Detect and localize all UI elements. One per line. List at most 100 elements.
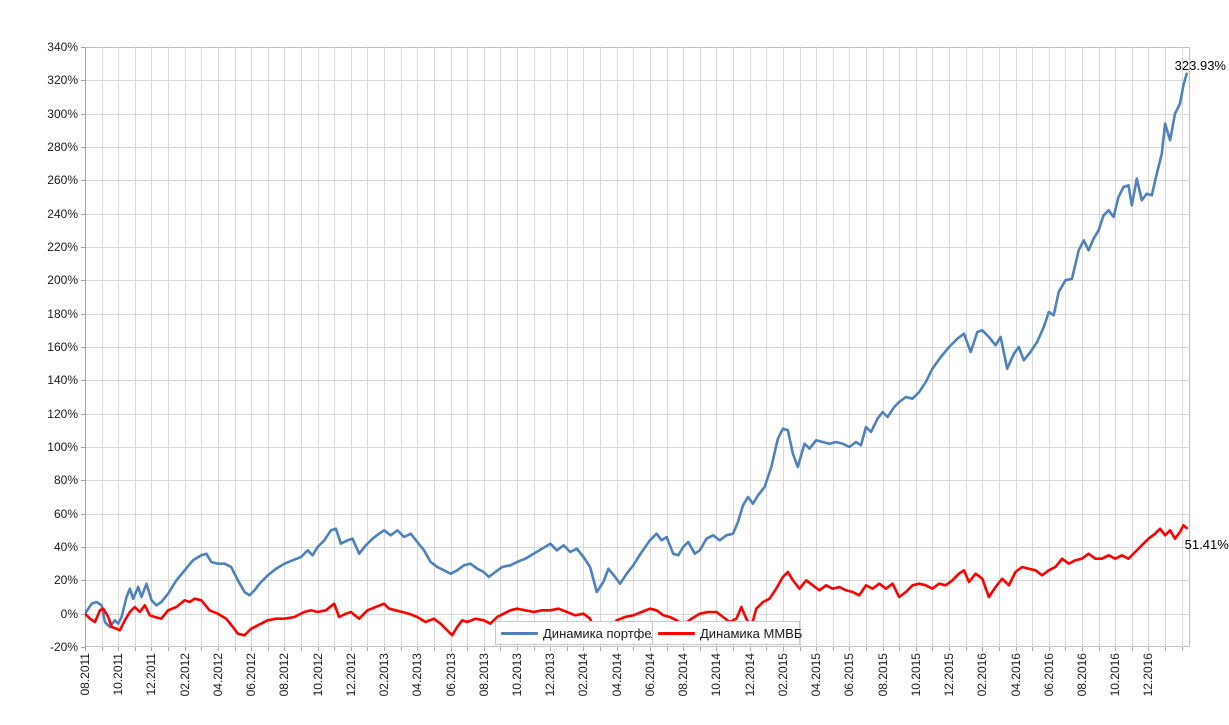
x-tick-label: 08.2015 (875, 653, 890, 697)
x-axis-tick (949, 647, 951, 651)
v-gridline (1015, 47, 1017, 647)
y-tick-label: 220% (47, 240, 78, 254)
x-axis-tick (899, 647, 901, 651)
v-gridline (583, 47, 585, 647)
v-gridline (467, 47, 469, 647)
v-gridline (915, 47, 917, 647)
x-tick-label: 08.2011 (78, 653, 92, 696)
x-tick-label: 02.2012 (177, 653, 192, 697)
v-gridline (483, 47, 485, 647)
v-gridline (184, 47, 186, 647)
x-axis-tick (483, 647, 485, 651)
mmvb-line (85, 523, 1188, 637)
y-axis-tick (81, 280, 85, 282)
x-axis-tick (417, 647, 419, 651)
v-gridline (400, 47, 402, 647)
x-tick-label: 08.2012 (277, 653, 292, 697)
v-gridline (849, 47, 851, 647)
h-gridline (85, 413, 1190, 415)
x-axis-tick (217, 647, 219, 651)
x-tick-label: 12.2013 (543, 653, 558, 697)
v-gridline (1098, 47, 1100, 647)
v-gridline (965, 47, 967, 647)
v-gridline (367, 47, 369, 647)
x-axis-tick (932, 647, 934, 651)
x-axis-tick (301, 647, 302, 651)
v-gridline (566, 47, 568, 647)
v-gridline (982, 47, 984, 647)
y-tick-label: -20% (49, 640, 78, 654)
y-axis-tick (81, 580, 85, 582)
x-axis-tick (799, 647, 801, 651)
x-axis-tick (1165, 647, 1167, 651)
y-tick-label: 40% (53, 540, 78, 554)
v-gridline (267, 47, 269, 647)
v-gridline (350, 47, 352, 647)
v-gridline (533, 47, 535, 647)
x-axis-tick (649, 647, 651, 651)
x-axis-tick (915, 647, 917, 651)
h-gridline (85, 213, 1190, 215)
x-tick-label: 06.2015 (842, 653, 857, 697)
v-gridline (550, 47, 552, 647)
v-gridline (1165, 47, 1167, 647)
y-tick-label: 320% (47, 73, 78, 88)
x-tick-label: 10.2013 (510, 653, 525, 697)
y-tick-label: 140% (47, 373, 78, 388)
y-axis-tick (81, 613, 85, 615)
v-gridline (749, 47, 751, 647)
y-tick-label: 80% (53, 473, 78, 488)
x-tick-label: 02.2014 (576, 653, 591, 697)
v-gridline (932, 47, 934, 647)
y-tick-label: 240% (47, 206, 78, 221)
x-axis-tick (317, 647, 319, 651)
v-gridline (816, 47, 818, 647)
y-axis-tick (81, 47, 85, 48)
h-gridline (85, 447, 1190, 448)
x-axis-tick (749, 647, 751, 651)
v-gridline (301, 47, 302, 647)
v-gridline (699, 47, 701, 647)
x-axis-tick (134, 647, 136, 651)
x-tick-label: 02.2013 (377, 653, 392, 697)
v-gridline (201, 47, 203, 647)
v-gridline (832, 47, 834, 647)
x-tick-label: 04.2013 (410, 653, 425, 697)
x-tick-label: 12.2014 (742, 653, 757, 697)
h-gridline (85, 313, 1190, 315)
x-axis-tick (284, 647, 286, 651)
y-axis-tick (81, 513, 85, 515)
y-tick-label: 300% (47, 106, 78, 121)
y-axis-tick (81, 313, 85, 315)
x-axis-tick (1048, 647, 1050, 651)
x-axis-tick (168, 647, 170, 651)
x-axis-tick (666, 647, 668, 651)
x-axis-tick (450, 647, 452, 651)
x-tick-label: 06.2013 (443, 653, 458, 697)
x-axis-tick (816, 647, 818, 651)
x-tick-label: 02.2016 (975, 653, 990, 697)
v-gridline (168, 47, 170, 647)
x-tick-label: 08.2013 (476, 653, 491, 697)
x-axis-tick (998, 647, 1000, 651)
x-axis-tick (1032, 647, 1034, 651)
x-axis-tick (716, 647, 718, 651)
v-gridline (865, 47, 867, 647)
y-axis-tick (81, 113, 85, 115)
portfolio-legend-swatch-icon (501, 631, 538, 635)
v-gridline (101, 47, 103, 647)
x-tick-label: 12.2015 (942, 653, 957, 697)
x-axis-tick (350, 647, 352, 651)
x-tick-label: 02.2015 (775, 653, 790, 697)
x-axis-tick (400, 647, 402, 651)
x-axis-tick (683, 647, 685, 651)
v-gridline (733, 47, 735, 647)
x-axis-tick (865, 647, 867, 651)
x-axis-tick (234, 647, 236, 651)
v-gridline (417, 47, 419, 647)
x-axis-tick (184, 647, 186, 651)
x-axis-tick (384, 647, 386, 651)
y-tick-label: 120% (47, 406, 78, 421)
x-tick-label: 10.2016 (1108, 653, 1123, 697)
x-tick-label: 04.2012 (210, 653, 225, 697)
